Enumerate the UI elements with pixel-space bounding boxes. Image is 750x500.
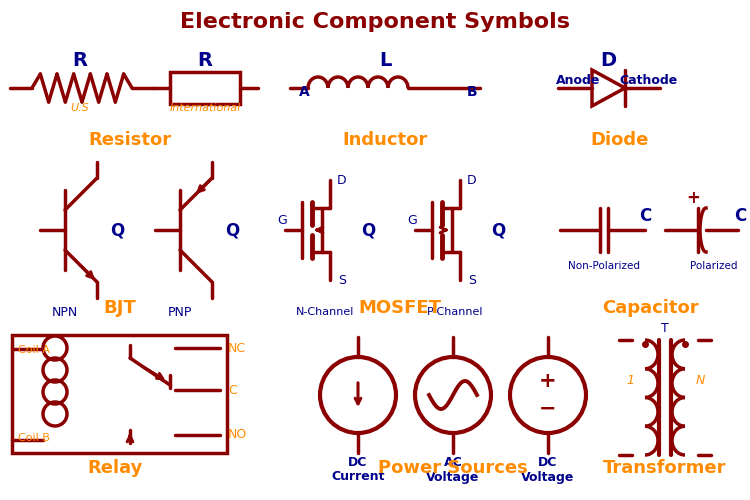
Text: U.S: U.S — [70, 103, 89, 113]
Text: Relay: Relay — [87, 459, 142, 477]
Text: T: T — [662, 322, 669, 334]
Text: G: G — [278, 214, 286, 226]
Text: BJT: BJT — [104, 299, 136, 317]
Text: +: + — [686, 189, 700, 207]
Text: MOSFET: MOSFET — [358, 299, 442, 317]
Text: C: C — [228, 384, 237, 396]
Text: C: C — [639, 207, 651, 225]
Text: P-Channel: P-Channel — [427, 307, 483, 317]
Text: S: S — [468, 274, 476, 286]
Text: International: International — [170, 103, 241, 113]
Text: C: C — [734, 207, 746, 225]
Text: Transformer: Transformer — [603, 459, 727, 477]
Text: Cathode: Cathode — [619, 74, 677, 86]
Text: NC: NC — [228, 342, 246, 354]
Text: N-Channel: N-Channel — [296, 307, 354, 317]
Text: Voltage: Voltage — [426, 470, 480, 484]
Text: D: D — [600, 50, 616, 70]
Text: PNP: PNP — [168, 306, 192, 318]
Text: Non-Polarized: Non-Polarized — [568, 261, 640, 271]
Text: Power Sources: Power Sources — [378, 459, 528, 477]
Text: Q: Q — [110, 221, 125, 239]
Text: AC: AC — [444, 456, 462, 469]
Text: L: L — [379, 50, 392, 70]
Text: A: A — [298, 85, 309, 99]
Text: Capacitor: Capacitor — [602, 299, 698, 317]
Text: DC: DC — [538, 456, 558, 469]
Text: NPN: NPN — [52, 306, 78, 318]
Text: Voltage: Voltage — [521, 470, 574, 484]
Text: Coil A: Coil A — [18, 345, 50, 355]
Text: Anode: Anode — [556, 74, 600, 86]
Text: G: G — [407, 214, 417, 226]
Text: Resistor: Resistor — [88, 131, 172, 149]
Text: −: − — [539, 399, 556, 419]
Text: Q: Q — [361, 221, 375, 239]
Text: Q: Q — [225, 221, 239, 239]
Text: DC: DC — [348, 456, 368, 469]
Text: Diode: Diode — [591, 131, 650, 149]
Text: N: N — [695, 374, 705, 386]
Text: B: B — [466, 85, 477, 99]
Text: NO: NO — [228, 428, 248, 442]
Text: Inductor: Inductor — [342, 131, 427, 149]
Text: Electronic Component Symbols: Electronic Component Symbols — [180, 12, 570, 32]
Text: +: + — [539, 371, 556, 391]
Text: D: D — [467, 174, 477, 186]
Text: 1: 1 — [626, 374, 634, 386]
Text: R: R — [73, 50, 88, 70]
Text: Coil B: Coil B — [18, 433, 50, 443]
Text: Current: Current — [332, 470, 385, 484]
Text: Polarized: Polarized — [690, 261, 738, 271]
Text: Q: Q — [490, 221, 506, 239]
Text: S: S — [338, 274, 346, 286]
Text: R: R — [197, 50, 212, 70]
Text: D: D — [338, 174, 346, 186]
